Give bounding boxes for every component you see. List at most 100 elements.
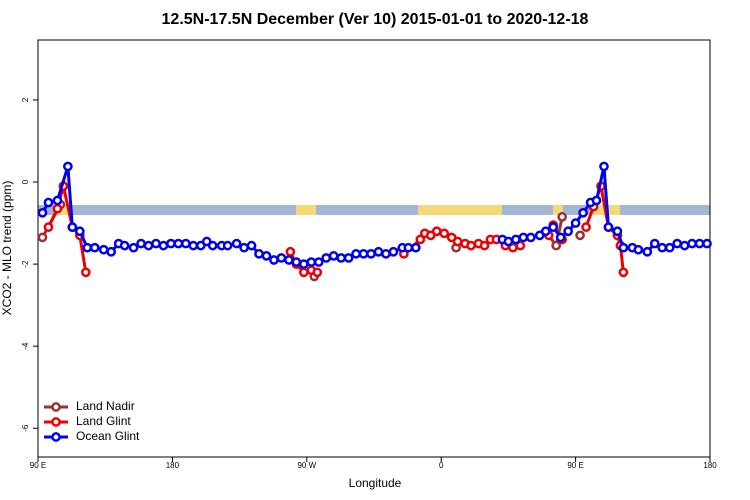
x-tick-label: 90 W	[297, 461, 316, 470]
data-point	[136, 238, 146, 249]
data-point	[207, 240, 218, 251]
data-point	[548, 222, 559, 233]
data-point	[37, 207, 48, 218]
data-point	[358, 248, 369, 259]
data-point	[694, 238, 705, 249]
legend-label: Ocean Glint	[76, 429, 140, 443]
data-point	[222, 240, 233, 251]
y-tick-label: -2	[21, 260, 30, 268]
x-axis-label: Longitude	[349, 476, 402, 490]
data-point	[312, 267, 323, 278]
data-point	[321, 253, 332, 263]
data-point	[106, 246, 117, 257]
data-point	[63, 161, 73, 172]
plot-frame	[37, 39, 711, 458]
data-point	[74, 226, 85, 237]
data-point	[52, 195, 63, 206]
data-point	[664, 242, 675, 253]
data-point	[37, 232, 48, 243]
data-point	[672, 238, 682, 249]
x-tick-label: 90 E	[567, 461, 583, 470]
data-point	[439, 228, 450, 239]
data-point	[52, 203, 63, 214]
data-point	[246, 240, 257, 251]
data-point	[511, 234, 521, 245]
data-point	[261, 251, 272, 261]
data-point	[618, 242, 629, 253]
data-point	[336, 253, 346, 263]
x-tick-label: 180	[703, 461, 717, 470]
data-point	[649, 238, 660, 249]
data-point	[231, 238, 242, 249]
y-tick-label: 2	[21, 97, 30, 102]
data-point	[452, 236, 463, 247]
data-point	[313, 257, 324, 267]
land-patch	[418, 205, 502, 215]
data-point	[657, 242, 668, 253]
data-point	[381, 248, 391, 259]
data-point	[563, 226, 573, 237]
data-point	[276, 253, 287, 263]
data-point	[410, 242, 421, 253]
data-point	[82, 242, 93, 253]
data-point	[180, 238, 191, 249]
data-point	[679, 240, 690, 251]
data-point	[570, 218, 581, 228]
data-point	[269, 255, 279, 265]
data-point	[151, 238, 161, 249]
x-tick-label: 90 E	[30, 461, 46, 470]
data-point	[328, 251, 339, 261]
data-point	[188, 240, 199, 251]
data-point	[254, 248, 264, 259]
data-point	[575, 230, 585, 241]
data-point	[143, 240, 154, 251]
data-point	[128, 242, 139, 253]
data-point	[687, 238, 697, 249]
data-point	[98, 244, 109, 255]
land-mask	[38, 205, 710, 215]
data-point	[551, 240, 562, 251]
data-point	[89, 242, 100, 253]
data-point	[612, 226, 623, 237]
legend-label: Land Nadir	[76, 399, 135, 413]
data-point	[158, 240, 169, 251]
data-point	[67, 222, 78, 233]
data-point	[578, 207, 588, 218]
data-point	[403, 242, 414, 253]
data-point	[166, 238, 176, 249]
data-point	[291, 257, 302, 267]
y-tick-label: -4	[21, 342, 30, 350]
data-point	[373, 246, 384, 257]
data-point	[388, 246, 399, 257]
data-point	[239, 242, 249, 253]
data-point	[284, 255, 294, 265]
legend-marker	[51, 417, 61, 427]
data-point	[702, 238, 712, 249]
chart-title: 12.5N-17.5N December (Ver 10) 2015-01-01…	[162, 11, 589, 28]
legend-marker	[51, 432, 61, 442]
y-axis-label: XCO2 - MLO trend (ppm)	[0, 181, 14, 316]
data-point	[415, 234, 426, 245]
data-point	[540, 226, 551, 237]
legend-marker	[51, 402, 61, 412]
data-point	[633, 244, 644, 255]
x-tick-label: 180	[166, 461, 180, 470]
data-point	[525, 232, 536, 243]
data-point	[343, 253, 354, 263]
data-point	[515, 240, 526, 251]
data-point	[557, 212, 568, 222]
y-tick-label: 0	[21, 179, 30, 184]
data-point	[518, 232, 529, 243]
data-point	[581, 222, 591, 233]
data-point	[80, 267, 91, 278]
data-point	[503, 236, 514, 247]
data-point	[298, 259, 309, 269]
land-patch	[296, 205, 316, 215]
data-point	[603, 222, 614, 233]
data-point	[351, 248, 361, 259]
land-patch	[553, 205, 563, 215]
y-tick-label: -6	[21, 424, 30, 432]
data-point	[298, 267, 309, 278]
